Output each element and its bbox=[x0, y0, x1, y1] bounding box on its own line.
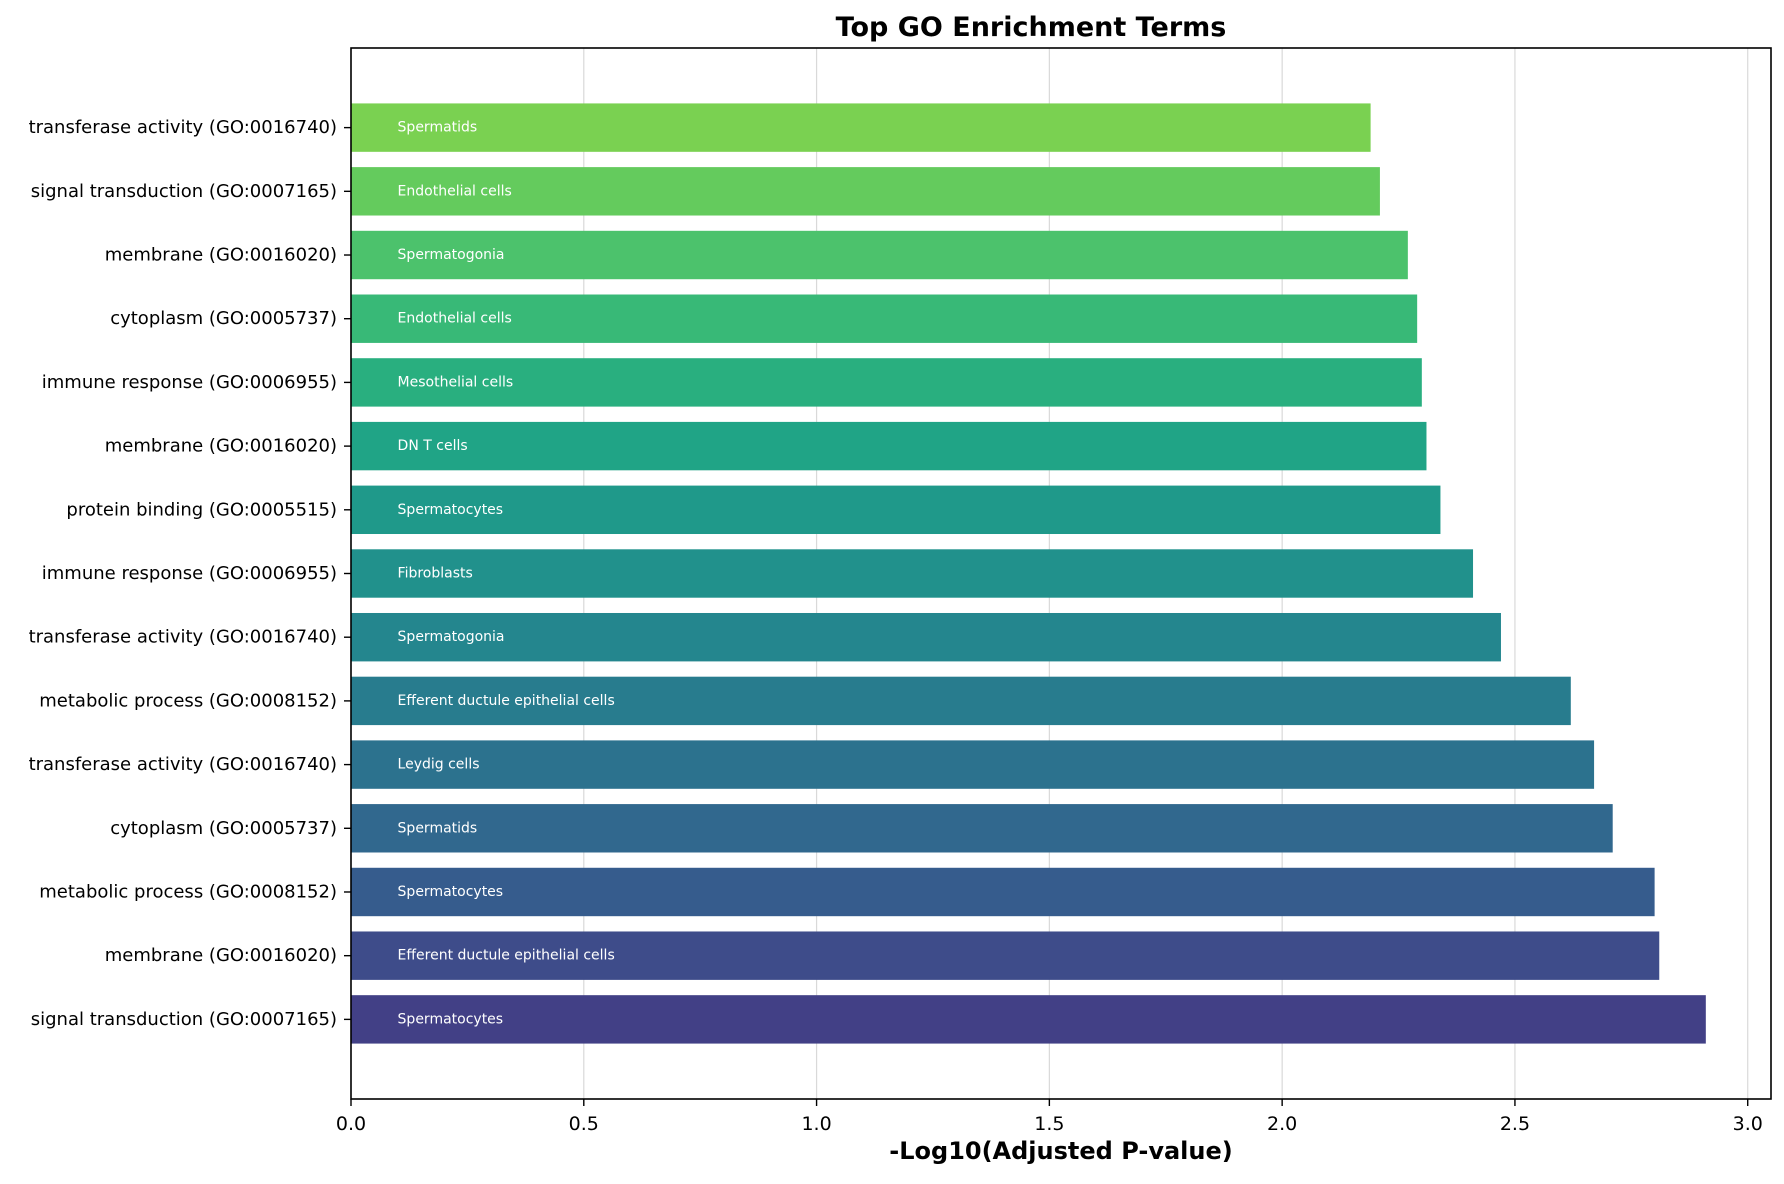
y-tick-label: transferase activity (GO:0016740) bbox=[29, 627, 337, 648]
bar-cell-type-label: Spermatocytes bbox=[398, 502, 504, 518]
y-tick-label: immune response (GO:0006955) bbox=[42, 372, 337, 393]
bar bbox=[351, 294, 1418, 343]
y-tick-label: membrane (GO:0016020) bbox=[105, 245, 337, 266]
bar bbox=[351, 612, 1501, 662]
bar-layer: Spermatids Endothelial cells Spermatogonia… bbox=[351, 103, 1706, 1044]
bar bbox=[351, 804, 1613, 853]
x-axis-label: -Log10(Adjusted P-value) bbox=[889, 1137, 1232, 1165]
bar-cell-type-label: Spermatogonia bbox=[398, 247, 505, 263]
bar-cell-type-label: Fibroblasts bbox=[398, 566, 473, 582]
x-tick-label: 2.5 bbox=[1500, 1113, 1530, 1135]
y-tick-label: membrane (GO:0016020) bbox=[105, 945, 337, 966]
y-tick-label: signal transduction (GO:0007165) bbox=[31, 1009, 337, 1030]
plot-frame bbox=[350, 47, 1772, 1100]
bar-cell-type-label: Spermatocytes bbox=[398, 884, 504, 900]
bar-cell-type-label: Spermatids bbox=[398, 120, 478, 136]
y-tick-label: immune response (GO:0006955) bbox=[42, 563, 337, 584]
x-tick-labels: 0.0 0.5 1.0 1.5 2.0 2.5 3.0 bbox=[336, 1099, 1763, 1135]
y-tick-label: protein binding (GO:0005515) bbox=[66, 499, 337, 520]
bar bbox=[351, 230, 1408, 280]
y-tick-label: signal transduction (GO:0007165) bbox=[31, 181, 337, 202]
bar-cell-type-label: Spermatocytes bbox=[398, 1011, 504, 1027]
bar bbox=[351, 676, 1571, 726]
x-tick-label: 2.0 bbox=[1267, 1113, 1297, 1135]
y-tick-label: cytoplasm (GO:0005737) bbox=[110, 818, 337, 839]
chart-title: Top GO Enrichment Terms bbox=[836, 12, 1227, 43]
bar bbox=[351, 867, 1655, 917]
x-tick-label: 3.0 bbox=[1733, 1113, 1763, 1135]
bar-cell-type-label: Spermatogonia bbox=[398, 629, 505, 645]
bar bbox=[351, 103, 1371, 152]
y-tick-label: transferase activity (GO:0016740) bbox=[29, 754, 337, 775]
bar bbox=[351, 167, 1380, 216]
y-tick-label: metabolic process (GO:0008152) bbox=[39, 881, 337, 902]
bar-cell-type-label: DN T cells bbox=[398, 438, 468, 454]
y-tick-labels: transferase activity (GO:0016740) signal … bbox=[29, 117, 351, 1030]
bar-cell-type-label: Mesothelial cells bbox=[398, 374, 514, 390]
x-tick-label: 1.5 bbox=[1034, 1113, 1064, 1135]
bar-cell-type-label: Efferent ductule epithelial cells bbox=[398, 693, 615, 709]
y-tick-label: metabolic process (GO:0008152) bbox=[39, 690, 337, 711]
bar-cell-type-label: Endothelial cells bbox=[398, 311, 512, 327]
bar bbox=[351, 995, 1706, 1044]
x-tick-label: 0.0 bbox=[336, 1113, 366, 1135]
y-tick-label: cytoplasm (GO:0005737) bbox=[110, 308, 337, 329]
y-tick-label: transferase activity (GO:0016740) bbox=[29, 117, 337, 138]
bar bbox=[351, 549, 1474, 598]
x-tick-label: 1.0 bbox=[801, 1113, 831, 1135]
bar bbox=[351, 740, 1595, 789]
y-tick-label: membrane (GO:0016020) bbox=[105, 436, 337, 457]
bar-cell-type-label: Endothelial cells bbox=[398, 183, 512, 199]
bar-cell-type-label: Efferent ductule epithelial cells bbox=[398, 948, 615, 964]
bar bbox=[351, 931, 1660, 980]
bar-cell-type-label: Leydig cells bbox=[398, 757, 480, 773]
bar-cell-type-label: Spermatids bbox=[398, 820, 478, 836]
bar bbox=[351, 421, 1427, 471]
x-tick-label: 0.5 bbox=[569, 1113, 599, 1135]
bar bbox=[351, 485, 1441, 535]
bar bbox=[351, 358, 1422, 407]
